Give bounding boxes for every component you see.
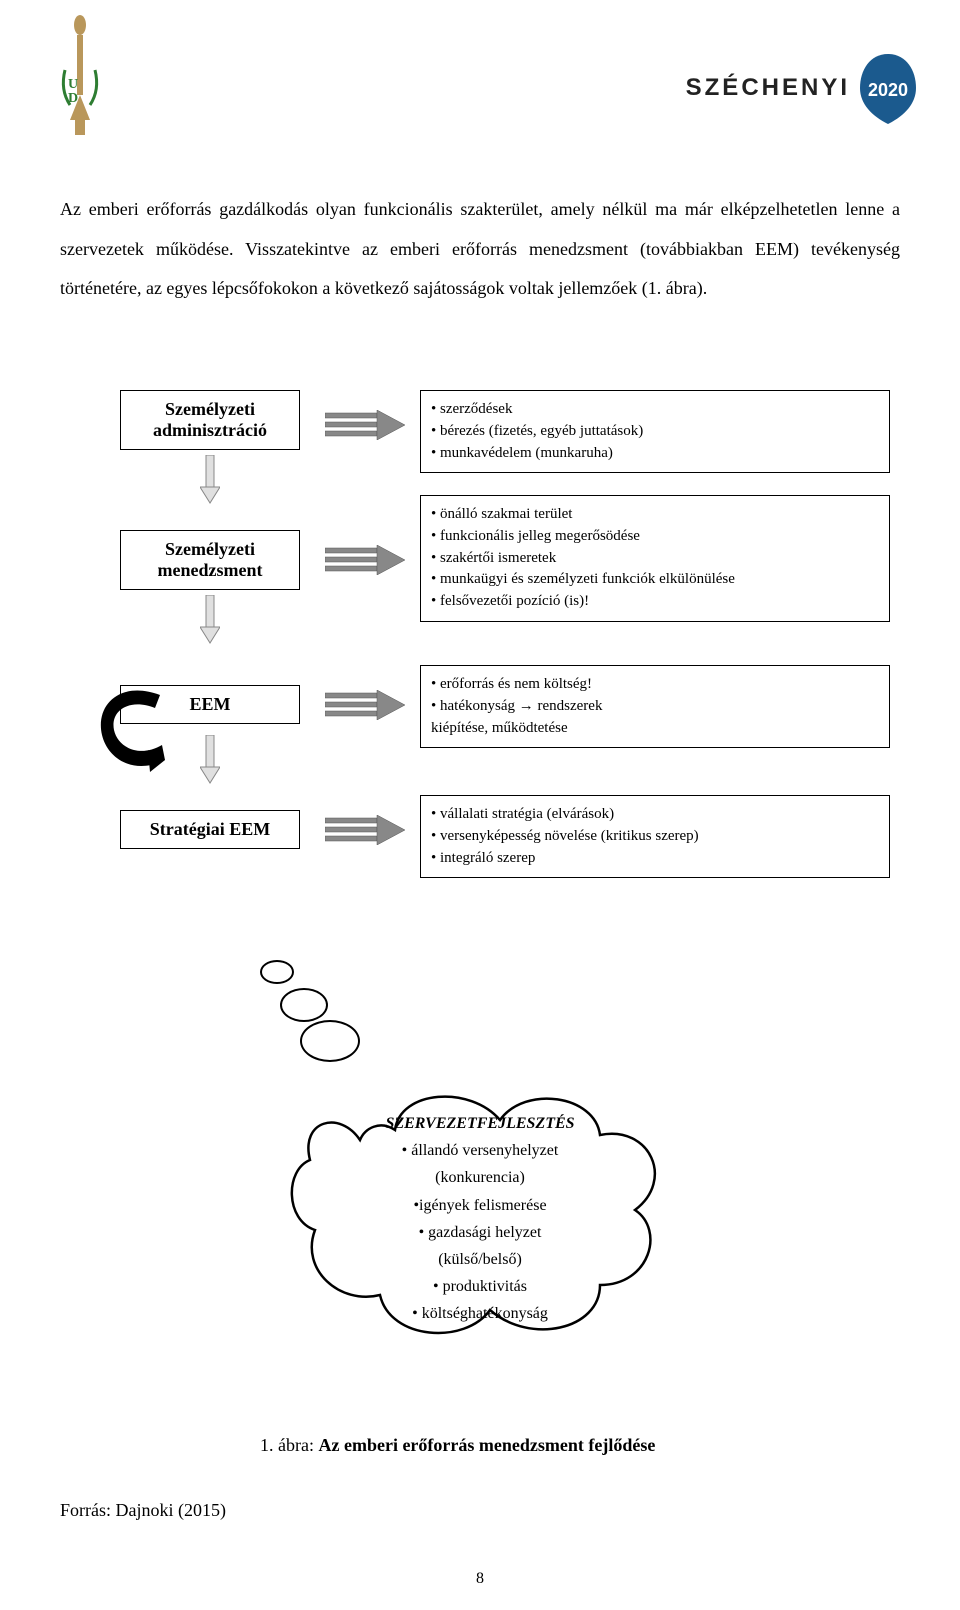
- detail-line: • munkaügyi és személyzeti funkciók elkü…: [431, 569, 879, 591]
- stage-box: Személyzetiadminisztráció: [120, 390, 300, 450]
- detail-line: kiépítése, működtetése: [431, 718, 879, 740]
- intro-paragraph: Az emberi erőforrás gazdálkodás olyan fu…: [60, 190, 900, 309]
- stage-box: Stratégiai EEM: [120, 810, 300, 849]
- right-arrow-icon: [325, 545, 405, 580]
- stage-details-box: • vállalati stratégia (elvárások)• verse…: [420, 795, 890, 878]
- cloud-content: SZERVEZETFEJLESZTÉS • állandó versenyhel…: [340, 1110, 620, 1328]
- cloud-line: • költséghatékonyság: [340, 1300, 620, 1327]
- thought-bubble-small: [260, 960, 294, 984]
- stage-details-box: • önálló szakmai terület• funkcionális j…: [420, 495, 890, 622]
- stage-box-line: adminisztráció: [125, 420, 295, 441]
- detail-line: • versenyképesség növelése (kritikus sze…: [431, 826, 879, 848]
- cloud-line: (konkurencia): [340, 1164, 620, 1191]
- detail-line: • erőforrás és nem költség!: [431, 674, 879, 696]
- thought-bubble-large: [300, 1020, 360, 1062]
- figure-caption: 1. ábra: Az emberi erőforrás menedzsment…: [260, 1435, 655, 1456]
- szechenyi-2020-logo: SZÉCHENYI 2020: [686, 50, 920, 126]
- cloud-title: SZERVEZETFEJLESZTÉS: [340, 1110, 620, 1137]
- cloud-line: • állandó versenyhelyzet: [340, 1137, 620, 1164]
- detail-line: • munkavédelem (munkaruha): [431, 443, 879, 465]
- teardrop-badge: 2020: [856, 50, 920, 126]
- cloud-line: •igények felismerése: [340, 1192, 620, 1219]
- detail-line: • integráló szerep: [431, 848, 879, 870]
- detail-line: • szakértői ismeretek: [431, 548, 879, 570]
- figure-title: Az emberi erőforrás menedzsment fejlődés…: [318, 1435, 655, 1455]
- cloud-line: • produktivitás: [340, 1273, 620, 1300]
- stage-box-line: menedzsment: [125, 560, 295, 581]
- right-arrow-icon: [325, 410, 405, 445]
- detail-line: • hatékonyság → rendszerek: [431, 696, 879, 718]
- cloud-thought-bubble: SZERVEZETFEJLESZTÉS • állandó versenyhel…: [280, 1060, 680, 1360]
- right-arrow-icon: [325, 815, 405, 850]
- down-arrow-icon: [200, 455, 220, 510]
- thought-bubble-medium: [280, 988, 328, 1022]
- szechenyi-text: SZÉCHENYI: [686, 74, 850, 102]
- figure-number: 1. ábra:: [260, 1435, 318, 1455]
- cloud-line: • gazdasági helyzet: [340, 1219, 620, 1246]
- detail-line: • bérezés (fizetés, egyéb juttatások): [431, 421, 879, 443]
- stage-details-box: • szerződések• bérezés (fizetés, egyéb j…: [420, 390, 890, 473]
- stage-details-box: • erőforrás és nem költség!• hatékonyság…: [420, 665, 890, 748]
- progression-diagram: Személyzetiadminisztráció• szerződések• …: [70, 390, 890, 930]
- down-arrow-icon: [200, 735, 220, 790]
- cloud-line: (külső/belső): [340, 1246, 620, 1273]
- recursive-arrow-icon: [90, 680, 175, 785]
- teardrop-year: 2020: [856, 80, 920, 101]
- svg-text:U: U: [68, 77, 78, 92]
- stage-box: Személyzetimenedzsment: [120, 530, 300, 590]
- right-arrow-icon: [325, 690, 405, 725]
- detail-line: • vállalati stratégia (elvárások): [431, 804, 879, 826]
- stage-box-line: Stratégiai EEM: [125, 819, 295, 840]
- university-crest-logo: U D: [40, 10, 120, 140]
- detail-line: • funkcionális jelleg megerősödése: [431, 526, 879, 548]
- detail-line: • felsővezetői pozíció (is)!: [431, 591, 879, 613]
- source-citation: Forrás: Dajnoki (2015): [60, 1500, 226, 1521]
- svg-text:D: D: [68, 91, 78, 106]
- page-number: 8: [0, 1570, 960, 1588]
- page: U D SZÉCHENYI 2020 Az emberi erőforrás g…: [0, 0, 960, 1610]
- detail-line: • önálló szakmai terület: [431, 504, 879, 526]
- detail-line: • szerződések: [431, 399, 879, 421]
- stage-box-line: Személyzeti: [125, 539, 295, 560]
- stage-box-line: Személyzeti: [125, 399, 295, 420]
- down-arrow-icon: [200, 595, 220, 650]
